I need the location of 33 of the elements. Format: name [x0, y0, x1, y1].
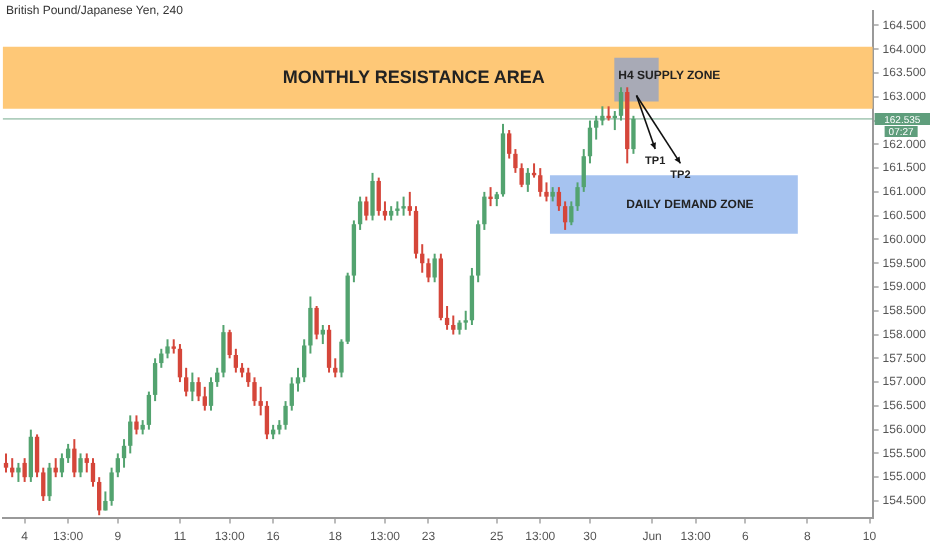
- candlestick: [3, 452, 9, 474]
- candlestick: [370, 171, 375, 222]
- candlestick: [72, 438, 77, 479]
- candlestick: [78, 452, 83, 479]
- candlestick: [134, 414, 139, 436]
- candlestick: [320, 324, 325, 346]
- candlestick: [364, 195, 369, 222]
- candlestick: [525, 167, 531, 193]
- candlestick: [451, 314, 456, 336]
- candlestick: [59, 452, 65, 479]
- candlestick: [432, 252, 437, 284]
- candlestick: [208, 376, 214, 412]
- candlestick: [401, 195, 406, 217]
- candlestick: [202, 385, 207, 412]
- candlestick: [190, 371, 195, 403]
- candlestick: [16, 461, 21, 483]
- candlestick: [606, 105, 611, 122]
- candlestick: [28, 428, 34, 483]
- candlestick: [252, 376, 257, 407]
- band-label: MONTHLY RESISTANCE AREA: [282, 66, 546, 87]
- candlestick: [196, 376, 201, 403]
- candlestick: [221, 324, 226, 379]
- candlestick: [376, 176, 381, 217]
- candlestick: [326, 324, 332, 374]
- candlestick: [538, 167, 543, 198]
- candlestick: [395, 200, 400, 217]
- candlestick: [631, 114, 636, 155]
- candlestick: [165, 338, 170, 360]
- candlestick: [314, 305, 319, 341]
- candlestick: [22, 457, 27, 483]
- candlestick: [618, 86, 624, 122]
- candlestick: [488, 186, 493, 208]
- candlestick: [47, 461, 52, 502]
